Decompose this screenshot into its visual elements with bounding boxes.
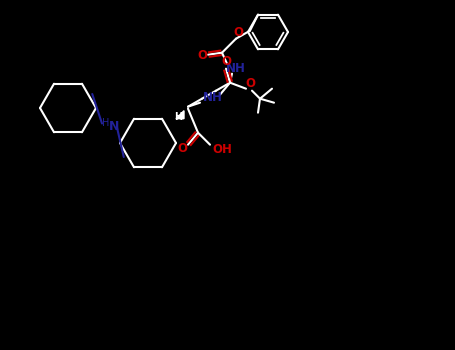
Text: O: O: [221, 55, 231, 68]
Text: NH: NH: [203, 91, 223, 104]
Text: H: H: [174, 112, 182, 122]
Text: N: N: [109, 120, 119, 133]
Text: O: O: [197, 49, 207, 62]
Text: O: O: [245, 77, 255, 90]
Text: O: O: [177, 142, 187, 155]
Text: NH: NH: [226, 62, 246, 75]
Polygon shape: [176, 111, 184, 119]
Text: H: H: [102, 119, 110, 128]
Text: O: O: [233, 26, 243, 39]
Text: OH: OH: [212, 143, 232, 156]
